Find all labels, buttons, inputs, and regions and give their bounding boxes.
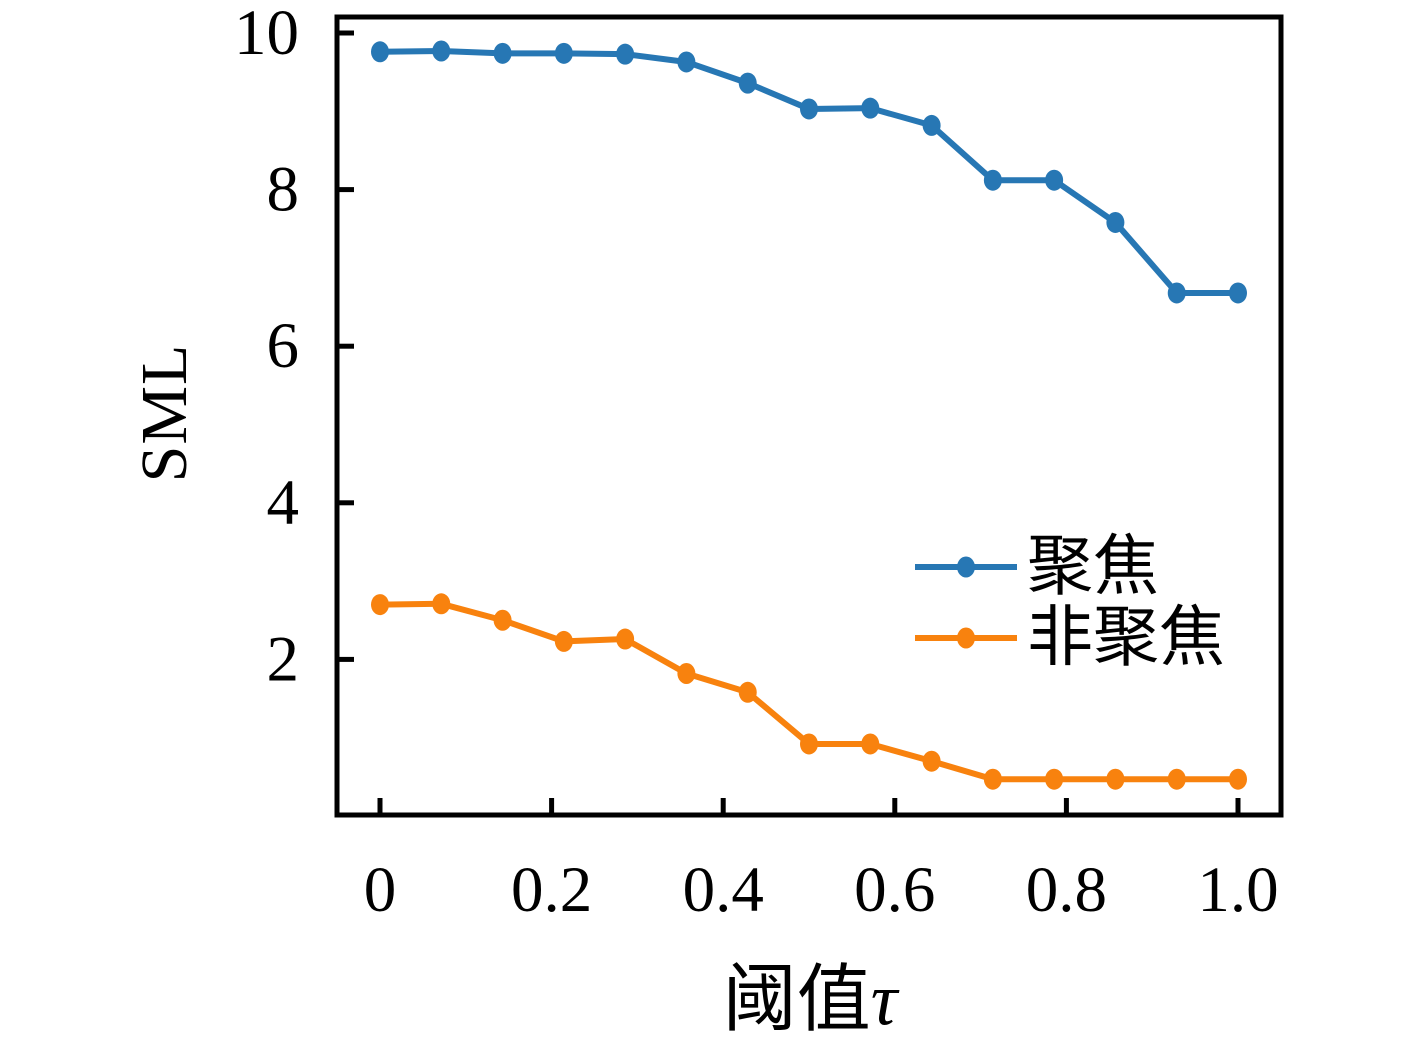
legend-marker-focused — [957, 556, 975, 578]
data-point-unfocused — [677, 662, 696, 684]
data-point-focused — [432, 40, 451, 62]
data-point-focused — [616, 43, 635, 65]
y-axis-label: SML — [128, 343, 201, 483]
data-point-unfocused — [1045, 768, 1064, 790]
x-tick-label: 0.4 — [683, 854, 764, 926]
legend-marker-unfocused — [957, 627, 975, 649]
data-point-focused — [554, 42, 573, 64]
data-point-focused — [371, 41, 389, 63]
x-tick-label: 0.2 — [511, 854, 592, 926]
plot-frame — [334, 14, 1284, 818]
data-point-unfocused — [1167, 768, 1186, 790]
data-point-unfocused — [432, 593, 451, 615]
data-point-unfocused — [493, 609, 512, 631]
data-point-focused — [922, 114, 941, 136]
x-axis-label: 阈值τ — [723, 940, 898, 1042]
data-point-unfocused — [1229, 768, 1247, 790]
y-tick-label: 10 — [234, 0, 299, 69]
y-tick-label: 8 — [267, 154, 300, 226]
x-tick-label: 0.6 — [854, 854, 935, 926]
y-tick-label: 2 — [267, 623, 300, 695]
x-tick-label: 1.0 — [1197, 854, 1278, 926]
x-axis-label-text: 阈值 — [722, 959, 871, 1042]
data-point-unfocused — [922, 750, 941, 772]
data-point-focused — [493, 42, 512, 64]
data-point-unfocused — [800, 733, 818, 755]
data-point-unfocused — [616, 628, 635, 650]
data-point-focused — [1229, 282, 1247, 304]
data-point-focused — [738, 72, 757, 94]
data-point-focused — [677, 51, 696, 73]
x-tick-label: 0.8 — [1026, 854, 1107, 926]
data-point-focused — [1106, 211, 1125, 233]
data-point-unfocused — [554, 630, 573, 652]
y-tick-label: 4 — [267, 467, 300, 539]
legend-label-focused: 聚焦 — [1027, 531, 1159, 604]
data-point-unfocused — [861, 733, 880, 755]
data-point-focused — [1167, 282, 1186, 304]
data-point-focused — [983, 169, 1002, 191]
data-point-focused — [800, 98, 818, 120]
data-point-unfocused — [983, 768, 1002, 790]
y-tick-label: 6 — [267, 310, 300, 382]
x-axis-label-tau-symbol: τ — [870, 959, 898, 1042]
data-point-unfocused — [371, 594, 389, 616]
data-point-focused — [1045, 169, 1064, 191]
series-line-focused — [379, 48, 1238, 296]
data-point-unfocused — [738, 681, 757, 703]
legend-label-unfocused: 非聚焦 — [1027, 602, 1225, 675]
data-point-unfocused — [1106, 768, 1125, 790]
data-point-focused — [861, 97, 880, 119]
x-tick-label: 0 — [364, 854, 397, 926]
